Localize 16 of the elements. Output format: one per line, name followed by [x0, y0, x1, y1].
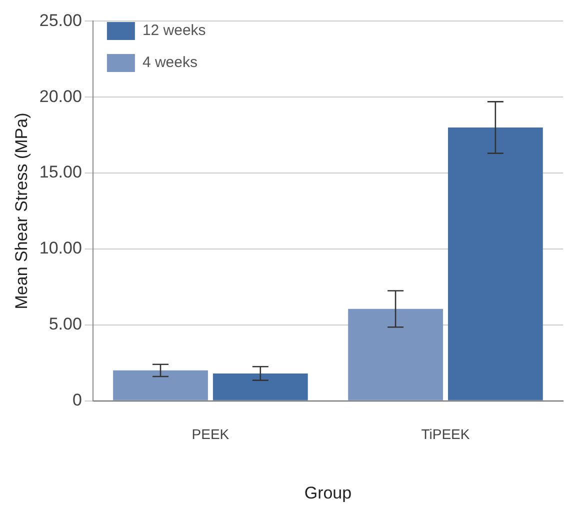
bar — [113, 370, 208, 400]
legend-label: 4 weeks — [142, 54, 198, 72]
x-tick-label: PEEK — [192, 426, 230, 442]
y-tick-label: 5.00 — [48, 314, 82, 334]
y-tick-label: 25.00 — [39, 10, 82, 30]
y-tick-label: 20.00 — [39, 86, 82, 106]
y-axis-title: Mean Shear Stress (MPa) — [12, 112, 31, 310]
y-tick-label: 15.00 — [39, 162, 82, 182]
bar — [448, 127, 543, 400]
legend-label: 12 weeks — [142, 22, 206, 40]
y-tick-label: 0 — [72, 390, 82, 410]
x-axis-title: Group — [304, 483, 352, 502]
bar — [212, 373, 308, 400]
x-tick-label: TiPEEK — [421, 426, 470, 442]
bar — [348, 308, 443, 400]
y-tick-label: 10.00 — [39, 238, 82, 258]
